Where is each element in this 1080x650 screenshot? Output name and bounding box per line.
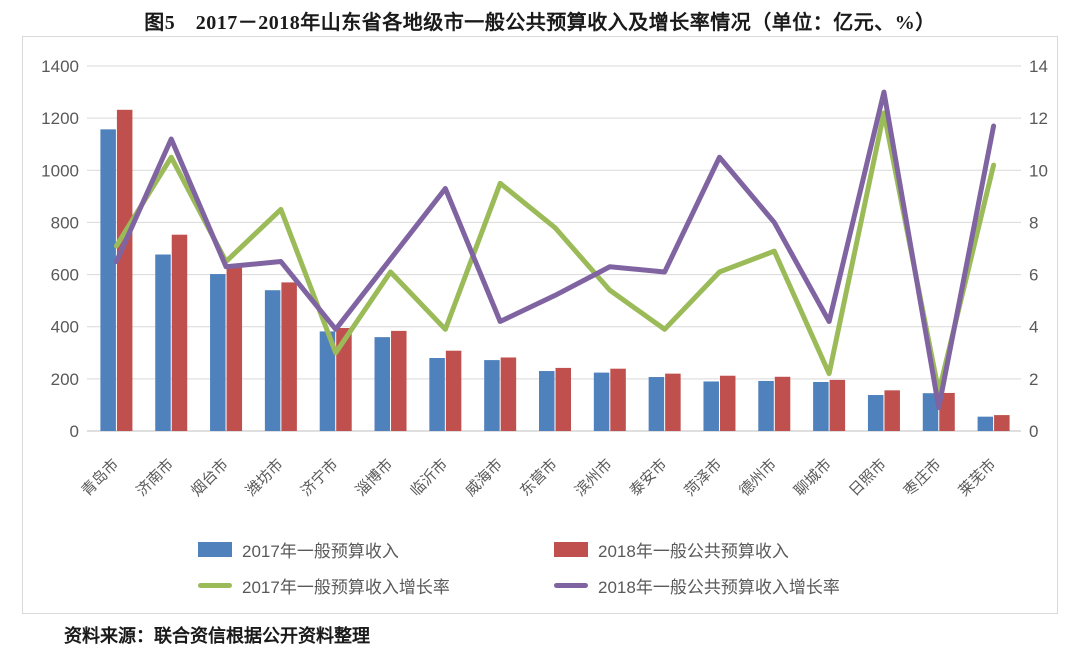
bar-2017 (155, 254, 171, 431)
x-axis-label: 滨州市 (572, 456, 616, 500)
bar-2018 (116, 109, 133, 432)
y-axis-tick-right: 14 (1029, 57, 1048, 76)
x-axis-label: 枣庄市 (900, 455, 945, 500)
x-axis-label: 临沂市 (407, 456, 451, 500)
bar-2018 (226, 264, 243, 431)
x-axis-label: 莱芜市 (956, 456, 1000, 500)
bar-2017 (922, 393, 939, 431)
bar-2017 (813, 381, 829, 431)
bar-2018 (665, 373, 681, 431)
x-axis-label: 聊城市 (791, 456, 835, 500)
x-axis-label: 潍坊市 (243, 456, 287, 500)
bar-2018 (555, 367, 571, 431)
x-axis-label: 威海市 (462, 456, 506, 500)
x-axis-label: 青岛市 (78, 456, 122, 500)
bar-2017 (100, 129, 116, 431)
bar-2018 (445, 350, 462, 431)
bar-2017 (648, 377, 665, 431)
bar-2017 (264, 290, 281, 431)
y-axis-tick-right: 8 (1029, 213, 1038, 232)
y-axis-tick-left: 600 (51, 266, 79, 285)
chart-svg: 020040060080010001200140002468101214青岛市济… (41, 57, 1048, 500)
bar-2018 (336, 328, 352, 431)
x-axis-label: 东营市 (517, 456, 561, 500)
bar-2018 (610, 368, 626, 431)
bar-2017 (539, 371, 555, 431)
x-axis-label: 济宁市 (298, 456, 342, 500)
y-axis-tick-right: 10 (1029, 161, 1048, 180)
bar-2017 (319, 331, 336, 431)
y-axis-tick-left: 400 (51, 318, 79, 337)
x-axis-label: 德州市 (736, 455, 781, 500)
bar-2017 (977, 416, 994, 431)
bar-2018 (281, 282, 297, 431)
bar-2017 (210, 274, 226, 431)
y-axis-tick-left: 1400 (41, 57, 79, 76)
y-axis-tick-left: 1000 (41, 161, 79, 180)
bar-2017 (867, 395, 884, 431)
y-axis-tick-left: 1200 (41, 109, 79, 128)
chart-frame: 0 200 400 600 800 1000 1200 1400 0 2 4 6 8 10 12 14 青岛市济… (22, 36, 1058, 614)
y-axis-tick-left: 0 (70, 422, 79, 441)
x-axis-label: 淄博市 (353, 456, 397, 500)
bar-2017 (703, 381, 719, 431)
growth-line-2017 (113, 110, 997, 395)
y-axis-tick-right: 4 (1029, 318, 1038, 337)
bar-2018 (391, 330, 407, 431)
y-axis-tick-left: 200 (51, 370, 79, 389)
bar-2018 (774, 376, 791, 431)
source-note: 资料来源：联合资信根据公开资料整理 (64, 626, 370, 646)
bar-2017 (484, 360, 500, 431)
y-axis-tick-left: 800 (51, 213, 79, 232)
bar-2018 (171, 234, 188, 431)
x-axis-label: 济南市 (133, 456, 177, 500)
growth-line-2018 (113, 89, 997, 411)
y-axis-tick-right: 0 (1029, 422, 1038, 441)
bar-2018 (994, 415, 1010, 431)
y-axis-tick-right: 6 (1029, 266, 1038, 285)
bar-2018 (939, 392, 955, 431)
x-axis-label: 泰安市 (627, 456, 671, 500)
bar-2018 (884, 390, 900, 431)
bar-2017 (758, 380, 774, 431)
x-axis-label: 日照市 (846, 456, 890, 500)
y-axis-tick-right: 2 (1029, 370, 1038, 389)
page-title: 图5 2017－2018年山东省各地级市一般公共预算收入及增长率情况（单位：亿元… (144, 12, 936, 34)
bar-2018 (500, 357, 517, 431)
bar-2017 (593, 372, 610, 431)
bar-2017 (429, 358, 445, 431)
x-axis-label: 烟台市 (188, 456, 232, 500)
bar-2018 (719, 375, 736, 431)
y-axis-tick-right: 12 (1029, 109, 1048, 128)
bar-2017 (374, 337, 391, 431)
x-axis-label: 菏泽市 (681, 456, 725, 500)
bar-2018 (829, 379, 846, 431)
